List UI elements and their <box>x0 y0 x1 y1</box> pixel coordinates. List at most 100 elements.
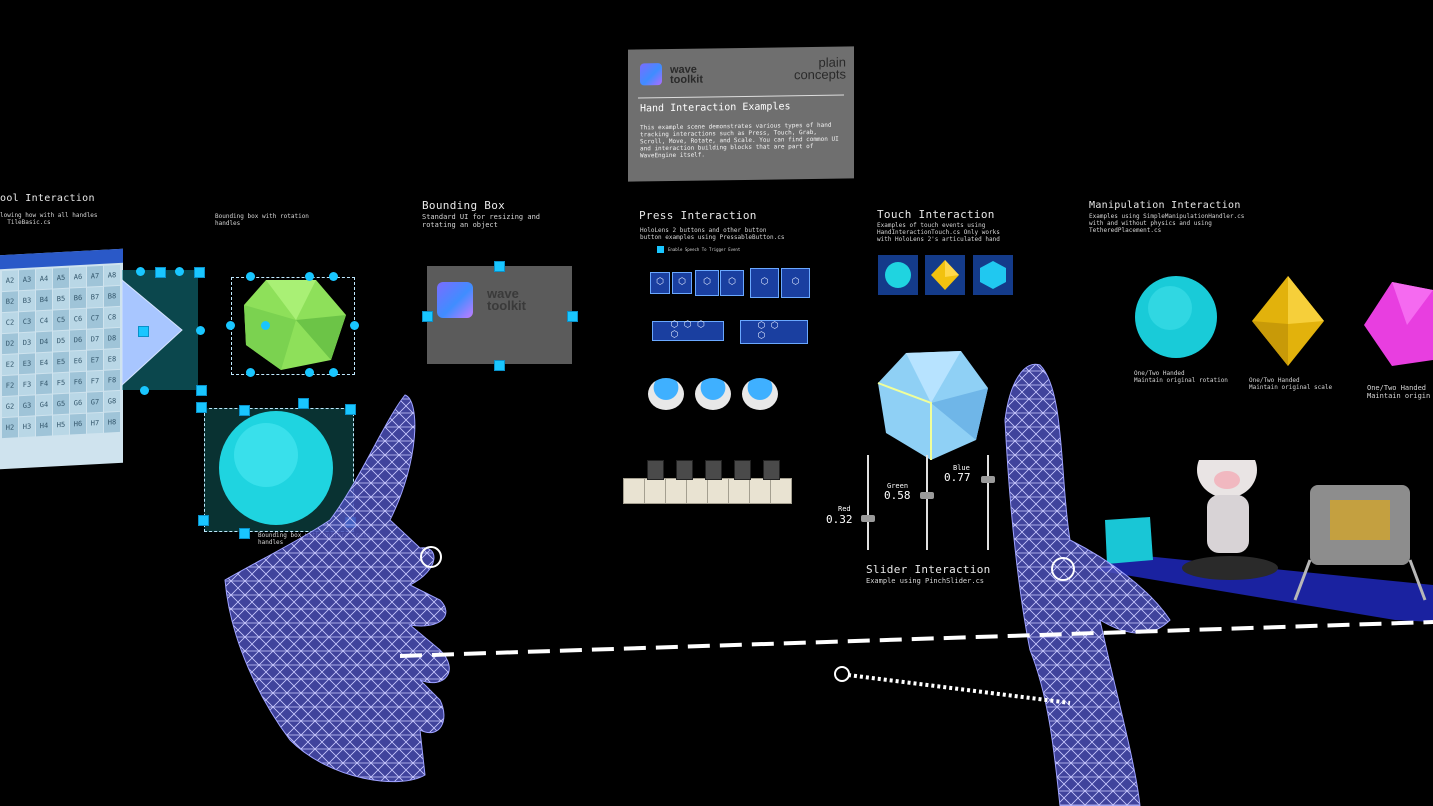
hand-ray <box>399 620 1433 658</box>
green-slider-track[interactable] <box>926 455 928 550</box>
press-button-large-2[interactable]: ⬡ <box>781 268 810 298</box>
cube-icon: ⬡ ⬡ ⬡ <box>757 320 779 341</box>
green-slider-label: Green <box>887 482 909 490</box>
bb-panel-handle[interactable] <box>494 261 505 272</box>
piano-black-key[interactable] <box>676 460 693 480</box>
touch-title: Touch Interaction <box>877 208 995 221</box>
press-description: HoloLens 2 buttons and other button butt… <box>640 227 785 241</box>
manipulation-polyhedron[interactable] <box>1362 280 1433 368</box>
press-button-small-1[interactable]: ⬡ <box>650 272 670 294</box>
rotation-handle[interactable] <box>329 272 338 281</box>
touch-tile-sphere[interactable] <box>878 255 918 295</box>
rotation-handle[interactable] <box>350 321 359 330</box>
press-title: Press Interaction <box>639 209 757 222</box>
speech-toggle-checkbox[interactable] <box>657 246 664 253</box>
cube-icon: ⬡ <box>791 276 800 287</box>
teal-sphere[interactable] <box>214 405 338 531</box>
touch-description: Examples of touch events using HandInter… <box>877 222 1000 243</box>
left-section-title: ool Interaction <box>0 193 95 204</box>
bbox-handle[interactable] <box>175 267 184 276</box>
wave-logo-text: wave toolkit <box>487 286 526 313</box>
cube-icon: ⬡ <box>728 276 736 287</box>
round-press-button-1[interactable] <box>648 378 684 410</box>
manipulation-title: Manipulation Interaction <box>1089 200 1241 211</box>
red-slider-track[interactable] <box>867 455 869 550</box>
piano-black-key[interactable] <box>734 460 751 480</box>
bb-panel-handle[interactable] <box>494 360 505 371</box>
bounding-box-title: Bounding Box <box>422 199 506 212</box>
octahedron-icon <box>931 260 959 290</box>
press-button-medium-2[interactable]: ⬡ <box>720 270 744 296</box>
rotation-handle[interactable] <box>226 321 235 330</box>
scale-handle[interactable] <box>196 402 207 413</box>
scene-platform <box>1095 460 1433 622</box>
round-press-button-3[interactable] <box>742 378 778 410</box>
press-button-small-2[interactable]: ⬡ <box>672 272 692 294</box>
piano-black-key[interactable] <box>705 460 722 480</box>
bb-panel-handle[interactable] <box>567 311 578 322</box>
scale-handle[interactable] <box>239 528 250 539</box>
green-polyhedron[interactable] <box>236 275 350 375</box>
rotation-handle[interactable] <box>305 368 314 377</box>
polyhedron-icon <box>980 261 1006 289</box>
piano-white-key[interactable] <box>770 478 792 504</box>
red-slider-value: 0.32 <box>826 513 853 526</box>
bbox-handle[interactable] <box>155 267 166 278</box>
touch-tile-polyhedron[interactable] <box>973 255 1013 295</box>
blue-slider-track[interactable] <box>987 455 989 550</box>
cube-icon: ⬡ <box>678 277 686 287</box>
bb-panel-handle[interactable] <box>422 311 433 322</box>
cube-shape <box>1105 517 1153 564</box>
scale-handle[interactable] <box>298 398 309 409</box>
bbox-handle[interactable] <box>194 267 205 278</box>
round-press-button-2[interactable] <box>695 378 731 410</box>
piano-black-key[interactable] <box>763 460 780 480</box>
green-slider-thumb[interactable] <box>920 492 934 499</box>
rotation-handle[interactable] <box>261 321 270 330</box>
bounding-box-description: Standard UI for resizing and rotating an… <box>422 213 541 229</box>
manipulation-caption-1: One/Two Handed Maintain original rotatio… <box>1134 370 1228 384</box>
manipulation-octahedron[interactable] <box>1250 274 1326 368</box>
cube-icon: ⬡ ⬡ ⬡ ⬡ <box>670 320 705 341</box>
rotation-handle[interactable] <box>305 272 314 281</box>
touch-tile-octahedron[interactable] <box>925 255 965 295</box>
press-button-large-1[interactable]: ⬡ <box>750 268 779 298</box>
wave-toolkit-logo-icon <box>437 282 473 318</box>
press-button-bar-1[interactable]: ⬡ ⬡ ⬡ ⬡ <box>652 320 724 341</box>
press-button-medium-1[interactable]: ⬡ <box>695 270 719 296</box>
bbox-handle[interactable] <box>196 326 205 335</box>
sphere-icon <box>885 262 911 288</box>
cube-icon: ⬡ <box>703 276 711 287</box>
left-hand-mesh <box>224 394 450 783</box>
scale-handle[interactable] <box>239 405 250 416</box>
bbox-handle[interactable] <box>140 386 149 395</box>
blue-slider-value: 0.77 <box>944 471 971 484</box>
manipulation-caption-2: One/Two Handed Maintain original scale <box>1249 377 1333 391</box>
press-button-bar-2[interactable]: ⬡ ⬡ ⬡ <box>740 320 808 344</box>
red-slider-thumb[interactable] <box>861 515 875 522</box>
piano-black-key[interactable] <box>647 460 664 480</box>
manipulation-sphere[interactable] <box>1132 274 1220 360</box>
cursor-ring <box>1051 557 1075 581</box>
pig-stand <box>1182 556 1278 580</box>
rotation-handle[interactable] <box>329 368 338 377</box>
bbox-handle[interactable] <box>196 385 207 396</box>
speech-toggle-label: Enable Speech To Trigger Event <box>668 247 741 252</box>
blue-slider-thumb[interactable] <box>981 476 995 483</box>
manipulation-description: Examples using SimpleManipulationHandler… <box>1089 213 1245 234</box>
bounding-box-panel[interactable]: wave toolkit <box>427 266 572 364</box>
rotation-handle[interactable] <box>246 368 255 377</box>
pyramid-bounding-box[interactable] <box>121 270 198 390</box>
scale-handle[interactable] <box>198 515 209 526</box>
rotation-handle[interactable] <box>246 272 255 281</box>
scale-handle[interactable] <box>345 404 356 415</box>
blue-slider-label: Blue <box>953 464 970 472</box>
left-section-description: lowing how with all handles TileBasic.cs <box>0 212 98 226</box>
bbox-handle[interactable] <box>138 326 149 337</box>
cube-icon: ⬡ <box>656 277 664 287</box>
hand-ray <box>847 673 1071 705</box>
bbox-handle[interactable] <box>136 267 145 276</box>
color-polyhedron[interactable] <box>876 348 992 464</box>
pyramid-shape <box>121 278 183 387</box>
